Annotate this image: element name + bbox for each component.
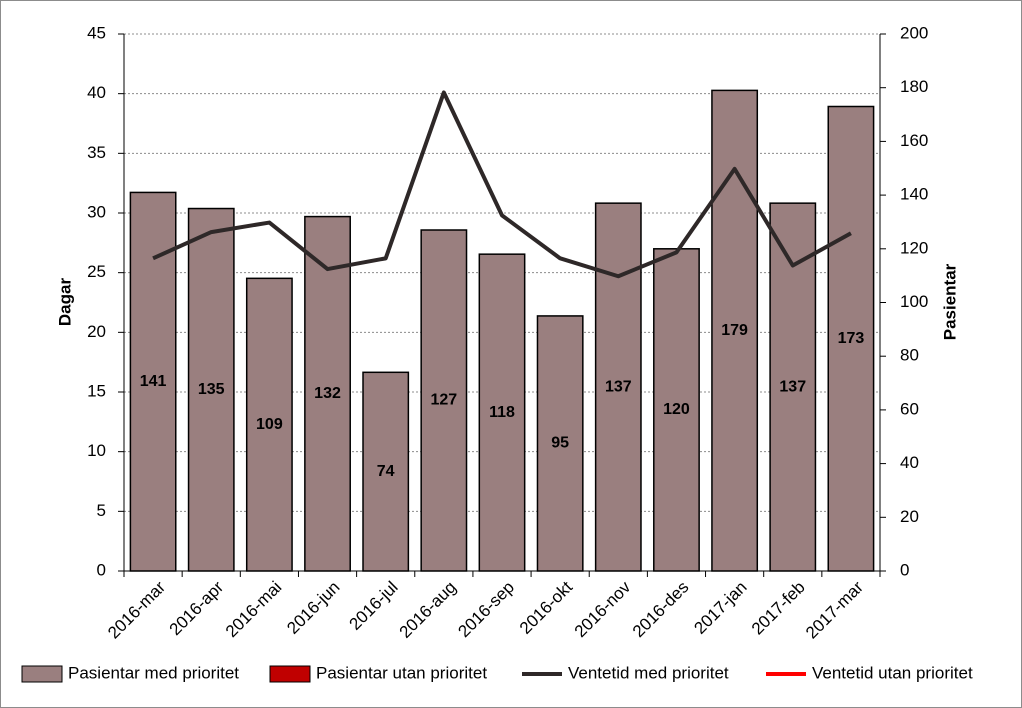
y-tick-label: 15 bbox=[87, 381, 106, 400]
bar-value-label: 95 bbox=[551, 435, 569, 452]
y2-tick-label: 40 bbox=[900, 453, 919, 472]
legend-label: Pasientar med prioritet bbox=[68, 663, 239, 682]
y-tick-label: 45 bbox=[87, 23, 106, 42]
legend-swatch bbox=[21, 665, 63, 683]
bar bbox=[594, 202, 642, 572]
y2-axis-title: Pasientar bbox=[940, 263, 959, 340]
bar bbox=[478, 253, 526, 572]
y-tick-label: 30 bbox=[87, 202, 106, 221]
y2-tick-label: 0 bbox=[900, 560, 909, 579]
bar-value-label: 74 bbox=[377, 463, 395, 480]
bar bbox=[827, 105, 875, 572]
bar-value-label: 135 bbox=[198, 381, 225, 398]
bar-value-label: 137 bbox=[605, 378, 632, 395]
y-tick-label: 20 bbox=[87, 322, 106, 341]
bar-value-label: 118 bbox=[489, 404, 515, 421]
y2-tick-label: 60 bbox=[900, 399, 919, 418]
bar bbox=[653, 248, 700, 572]
bar-value-label: 120 bbox=[663, 401, 690, 418]
y-tick-label: 35 bbox=[87, 143, 106, 162]
bar-value-label: 141 bbox=[140, 373, 167, 390]
bar bbox=[420, 229, 468, 572]
bar bbox=[245, 277, 293, 572]
y2-tick-label: 100 bbox=[900, 292, 928, 311]
y2-tick-label: 80 bbox=[900, 346, 919, 365]
bar-value-label: 109 bbox=[256, 416, 283, 433]
legend-label: Ventetid med prioritet bbox=[568, 663, 729, 682]
bar-value-label: 127 bbox=[430, 392, 457, 409]
bar-value-label: 173 bbox=[838, 330, 865, 347]
bar bbox=[536, 315, 584, 572]
bar-value-label: 179 bbox=[721, 322, 748, 339]
y-axis-title: Dagar bbox=[55, 278, 74, 327]
y-tick-label: 40 bbox=[87, 83, 106, 102]
y2-tick-label: 120 bbox=[900, 238, 928, 257]
bar bbox=[304, 215, 351, 572]
y2-tick-label: 20 bbox=[900, 507, 919, 526]
y2-tick-label: 200 bbox=[900, 23, 928, 42]
y-tick-label: 0 bbox=[97, 560, 106, 579]
bar-value-label: 132 bbox=[314, 385, 341, 402]
y-tick-label: 10 bbox=[87, 441, 106, 460]
bar bbox=[362, 371, 410, 572]
legend-label: Ventetid utan prioritet bbox=[812, 663, 973, 682]
legend-swatch bbox=[269, 665, 311, 683]
y-tick-label: 25 bbox=[87, 262, 106, 281]
bar bbox=[129, 191, 177, 572]
y2-tick-label: 160 bbox=[900, 131, 928, 150]
bar-value-label: 137 bbox=[779, 378, 806, 395]
legend-label: Pasientar utan prioritet bbox=[316, 663, 487, 682]
y-tick-label: 5 bbox=[97, 501, 106, 520]
bar bbox=[187, 207, 235, 572]
y2-tick-label: 180 bbox=[900, 77, 928, 96]
y2-tick-label: 140 bbox=[900, 185, 928, 204]
line-series bbox=[152, 90, 852, 279]
